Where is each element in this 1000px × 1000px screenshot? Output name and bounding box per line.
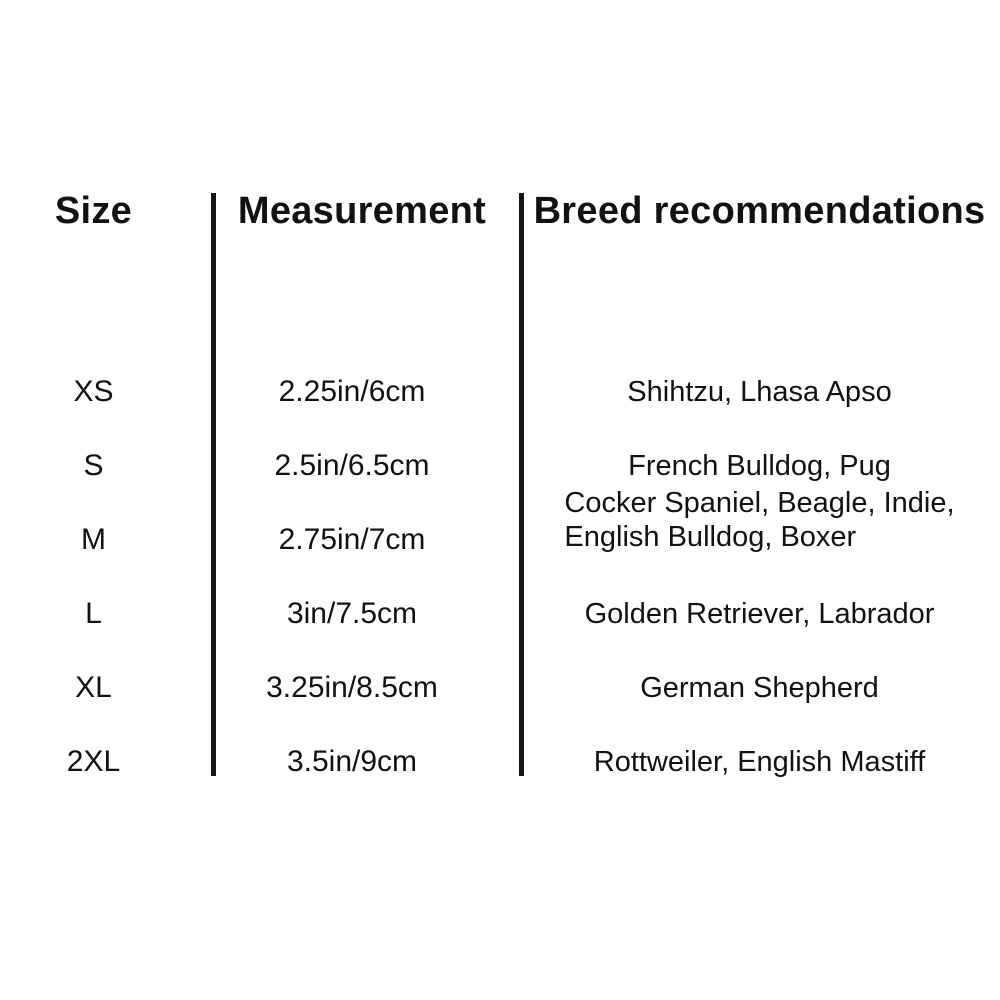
table-row-s: S 2.5in/6.5cm French Bulldog, Pug [0,429,1000,503]
table-row-xs: XS 2.25in/6cm Shihtzu, Lhasa Apso [0,355,1000,429]
breed-cell: Rottweiler, English Mastiff [519,745,1000,779]
breed-cell: Shihtzu, Lhasa Apso [519,375,1000,409]
table-row-xl: XL 3.25in/8.5cm German Shepherd [0,651,1000,725]
breed-text: Rottweiler, English Mastiff [593,746,926,778]
size-cell: M [81,523,106,556]
breed-cell: Cocker Spaniel, Beagle, Indie, English B… [519,487,1000,574]
table-body: XS 2.25in/6cm Shihtzu, Lhasa Apso S 2.5i… [0,355,1000,799]
measurement-cell: 2.25in/6cm [278,375,426,408]
size-cell: 2XL [66,745,121,778]
breed-cell: German Shepherd [519,671,1000,705]
column-divider-right [519,193,524,776]
size-cell: S [83,449,104,482]
measurement-cell: 3in/7.5cm [286,597,418,630]
column-header-breed-recommendations: Breed recommendations [533,189,986,232]
breed-text: Shihtzu, Lhasa Apso [627,376,892,408]
measurement-cell: 2.5in/6.5cm [274,449,430,482]
breed-text: German Shepherd [640,672,879,704]
size-cell: XL [75,671,112,704]
measurement-cell: 2.75in/7cm [278,523,426,556]
breed-text: Cocker Spaniel, Beagle, Indie, English B… [564,487,955,553]
size-cell: L [85,597,102,630]
size-cell: XS [73,375,114,408]
column-header-size: Size [54,189,133,232]
table-row-m: M 2.75in/7cm Cocker Spaniel, Beagle, Ind… [0,487,1000,577]
breed-cell: French Bulldog, Pug [519,449,1000,483]
column-header-measurement: Measurement [237,189,487,232]
breed-text: French Bulldog, Pug [628,450,891,482]
table-row-l: L 3in/7.5cm Golden Retriever, Labrador [0,577,1000,651]
table-row-2xl: 2XL 3.5in/9cm Rottweiler, English Mastif… [0,725,1000,799]
table-header-row: Size Measurement Breed recommendations [0,185,1000,237]
breed-text: Golden Retriever, Labrador [584,598,935,630]
breed-cell: Golden Retriever, Labrador [519,597,1000,631]
column-divider-left [211,193,216,776]
measurement-cell: 3.25in/8.5cm [266,671,438,704]
measurement-cell: 3.5in/9cm [286,745,418,778]
